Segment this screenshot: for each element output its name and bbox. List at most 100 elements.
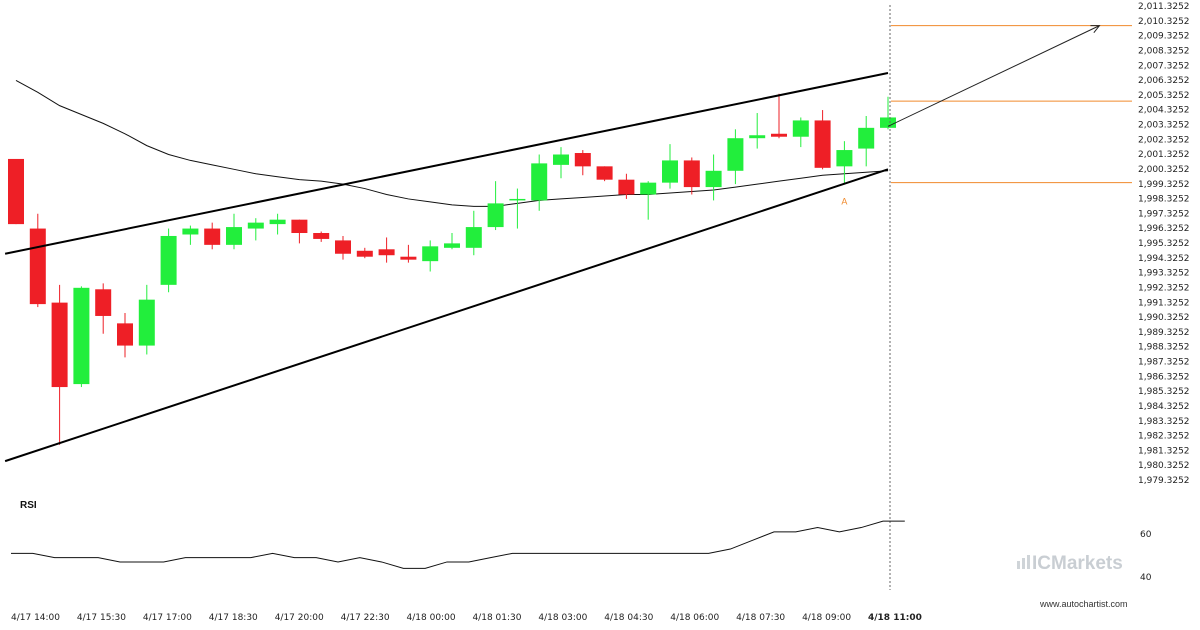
candle-body (247, 222, 264, 229)
channel-lower-line (4, 168, 889, 463)
moving-average-layer (15, 79, 889, 207)
x-tick-label: 4/18 11:00 (868, 613, 922, 623)
y-tick-label: 1,994.3252 (1138, 254, 1190, 264)
y-tick-label: 2,005.3252 (1138, 91, 1190, 101)
y-tick-label: 2,002.3252 (1138, 135, 1190, 145)
candle-body (771, 133, 787, 137)
y-tick-label: 1,985.3252 (1138, 387, 1190, 397)
candle-body (138, 299, 155, 346)
candle-body (596, 166, 613, 180)
trendlines-layer: A (4, 5, 1132, 590)
y-tick-label: 1,984.3252 (1138, 402, 1190, 412)
x-tick-label: 4/18 06:00 (670, 613, 719, 623)
candle-body (727, 138, 744, 171)
y-tick-label: 1,992.3252 (1138, 283, 1190, 293)
y-tick-label: 1,997.3252 (1138, 209, 1190, 219)
candles-layer (8, 93, 896, 445)
candle-body (836, 150, 853, 167)
x-tick-label: 4/17 20:00 (275, 613, 324, 623)
y-tick-label: 2,004.3252 (1138, 106, 1190, 116)
candle-body (553, 154, 569, 165)
plot-area: 2,011.3252 2,010.3252 2,009.3252 2,008.3252… (4, 2, 1190, 623)
x-tick-label: 4/18 09:00 (802, 613, 851, 623)
candle-body (465, 227, 482, 248)
projection-arrow-head (1090, 25, 1101, 33)
y-tick-label: 2,008.3252 (1138, 46, 1190, 56)
y-tick-label: 1,982.3252 (1138, 432, 1190, 442)
y-axis-ticks: 2,011.3252 2,010.3252 2,009.3252 2,008.3252… (1138, 2, 1190, 486)
brand-watermark: ICMarkets (1032, 553, 1123, 574)
y-tick-label: 2,011.3252 (1138, 2, 1190, 12)
candle-body (269, 219, 286, 225)
candle-body (531, 163, 548, 201)
candle-body (705, 170, 722, 188)
candle-body (792, 120, 809, 137)
y-tick-label: 1,981.3252 (1138, 446, 1190, 456)
candle-body (95, 289, 112, 316)
candle-body (29, 228, 46, 305)
candle-body (378, 249, 395, 256)
candle-body (313, 233, 330, 239)
point-a-label: A (841, 196, 847, 206)
y-tick-label: 1,980.3252 (1138, 461, 1190, 471)
rsi-tick-label: 60 (1140, 530, 1152, 540)
candle-body (749, 135, 766, 139)
candle-body (574, 153, 591, 167)
y-tick-label: 1,991.3252 (1138, 298, 1190, 308)
candle-body (662, 160, 678, 183)
candle-body (858, 127, 875, 149)
candle-body (880, 117, 896, 128)
candle-body (640, 182, 657, 195)
y-tick-label: 2,006.3252 (1138, 76, 1190, 86)
y-tick-label: 1,987.3252 (1138, 358, 1190, 368)
x-tick-label: 4/18 07:30 (736, 613, 785, 623)
y-tick-label: 2,010.3252 (1138, 17, 1190, 27)
candle-body (117, 323, 133, 346)
rsi-line (11, 520, 905, 569)
candle-body (487, 203, 504, 228)
moving-average-line (15, 79, 889, 207)
rsi-tick-label: 40 (1140, 573, 1152, 583)
candle-body (400, 256, 417, 260)
projection-arrow-line (887, 25, 1100, 127)
rsi-layer: 60 40 (11, 520, 1152, 583)
y-tick-label: 1,979.3252 (1138, 476, 1190, 486)
y-tick-label: 1,988.3252 (1138, 343, 1190, 353)
watermark-logo: ICMarkets (1017, 553, 1123, 574)
candle-body (291, 219, 308, 234)
y-tick-label: 1,986.3252 (1138, 372, 1190, 382)
y-tick-label: 2,000.3252 (1138, 165, 1190, 175)
rsi-label: RSI (20, 500, 37, 511)
x-axis-ticks: 4/17 14:00 4/17 15:30 4/17 17:00 4/17 18:30… (11, 613, 922, 623)
candle-body (204, 228, 221, 245)
candle-body (356, 250, 373, 257)
y-tick-label: 1,990.3252 (1138, 313, 1190, 323)
candle-body (8, 158, 24, 225)
candle-body (182, 228, 199, 235)
candle-body (226, 227, 242, 245)
candle-body (618, 179, 635, 195)
candle-body (444, 243, 460, 248)
candle-body (335, 240, 351, 254)
x-tick-label: 4/17 18:30 (209, 613, 258, 623)
y-tick-label: 1,983.3252 (1138, 417, 1190, 427)
x-tick-label: 4/18 00:00 (407, 613, 456, 623)
candle-body (51, 302, 68, 388)
y-tick-label: 2,009.3252 (1138, 32, 1190, 42)
x-tick-label: 4/18 01:30 (472, 613, 521, 623)
y-tick-label: 2,001.3252 (1138, 150, 1190, 160)
candle-body (683, 160, 700, 188)
x-tick-label: 4/17 17:00 (143, 613, 192, 623)
y-tick-label: 1,993.3252 (1138, 269, 1190, 279)
x-tick-label: 4/17 15:30 (77, 613, 126, 623)
candle-body (509, 198, 526, 201)
y-tick-label: 1,995.3252 (1138, 239, 1190, 249)
x-tick-label: 4/18 04:30 (604, 613, 653, 623)
y-tick-label: 1,999.3252 (1138, 180, 1190, 190)
y-tick-label: 2,007.3252 (1138, 61, 1190, 71)
x-tick-label: 4/18 03:00 (538, 613, 587, 623)
y-tick-label: 1,996.3252 (1138, 224, 1190, 234)
candle-body (73, 287, 90, 385)
channel-upper-line (4, 72, 889, 255)
